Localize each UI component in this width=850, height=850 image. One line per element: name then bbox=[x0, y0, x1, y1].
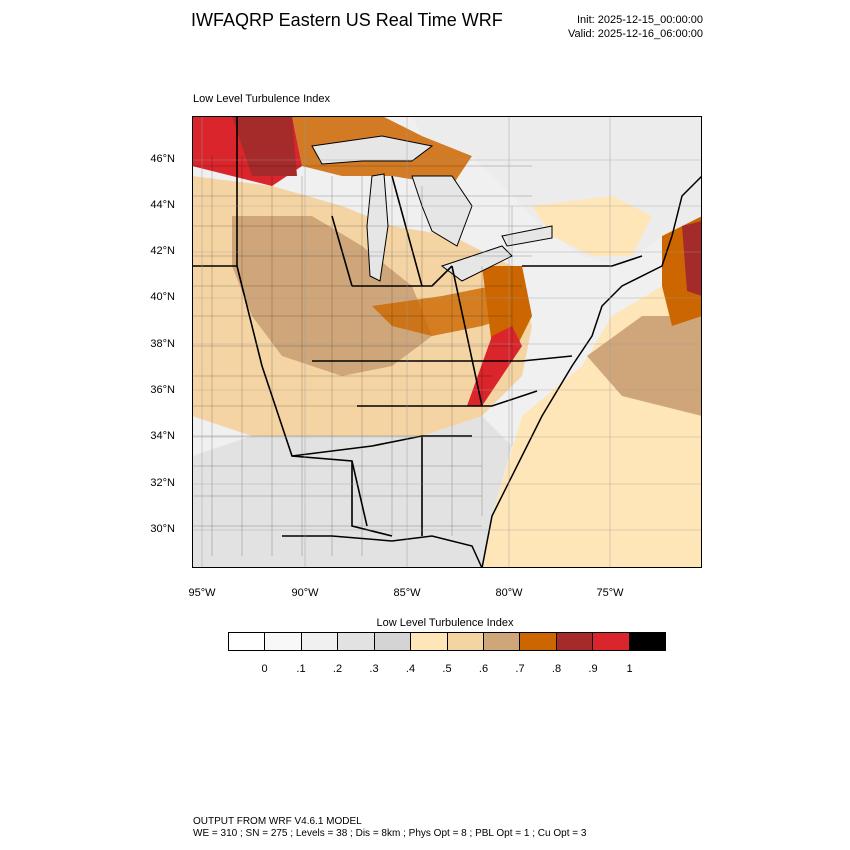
colorbar-swatch bbox=[301, 633, 339, 650]
graticule bbox=[192, 116, 702, 568]
colorbar-swatch bbox=[593, 633, 630, 650]
colorbar-swatch bbox=[483, 633, 521, 650]
footer-model-line: OUTPUT FROM WRF V4.6.1 MODEL bbox=[193, 816, 362, 827]
colorbar-tick-label: .8 bbox=[551, 663, 562, 675]
lon-label-75: 75°W bbox=[596, 587, 624, 599]
colorbar-swatch bbox=[520, 633, 557, 650]
colorbar-tick-label: .1 bbox=[296, 663, 306, 675]
colorbar bbox=[228, 632, 666, 651]
model-footer: OUTPUT FROM WRF V4.6.1 MODEL WE = 310 ; … bbox=[193, 816, 586, 840]
colorbar-tick-label: 1 bbox=[626, 663, 633, 675]
colorbar-tick-label: .5 bbox=[442, 663, 452, 675]
colorbar-swatch bbox=[338, 633, 375, 650]
plot-label: Low Level Turbulence Index bbox=[193, 93, 330, 105]
colorbar-tick-label: .9 bbox=[588, 663, 598, 675]
lon-label-80: 80°W bbox=[495, 587, 523, 599]
map-border bbox=[192, 116, 702, 568]
lat-label-34: 34°N bbox=[150, 430, 175, 442]
colorbar-swatch bbox=[265, 633, 302, 650]
colorbar-swatch bbox=[447, 633, 484, 650]
valid-time: Valid: 2025-12-16_06:00:00 bbox=[568, 28, 703, 40]
field-newengland-cream bbox=[532, 196, 652, 256]
lat-label-42: 42°N bbox=[150, 245, 175, 257]
chart-title: IWFAQRP Eastern US Real Time WRF bbox=[191, 10, 503, 30]
atlantic-coastline bbox=[481, 175, 702, 568]
colorbar-tick-label: 0 bbox=[261, 663, 268, 675]
colorbar-tick-label: .3 bbox=[369, 663, 379, 675]
colorbar-tick-label: .2 bbox=[332, 663, 343, 675]
field-ocean-tan bbox=[587, 316, 702, 416]
turbulence-map bbox=[192, 116, 702, 568]
colorbar-swatch bbox=[374, 633, 412, 650]
lon-label-85: 85°W bbox=[393, 587, 421, 599]
lat-label-46: 46°N bbox=[150, 153, 175, 165]
lat-label-32: 32°N bbox=[150, 477, 175, 489]
footer-config-line: WE = 310 ; SN = 275 ; Levels = 38 ; Dis … bbox=[193, 828, 587, 839]
lat-label-38: 38°N bbox=[150, 338, 175, 350]
lake-superior bbox=[311, 135, 434, 165]
lon-label-95: 95°W bbox=[188, 587, 216, 599]
colorbar-title: Low Level Turbulence Index bbox=[376, 617, 514, 629]
colorbar-tick-label: .4 bbox=[405, 663, 416, 675]
field-northwest-darkred bbox=[232, 116, 297, 176]
lon-label-90: 90°W bbox=[291, 587, 319, 599]
colorbar-tick-label: .6 bbox=[478, 663, 489, 675]
lat-label-40: 40°N bbox=[150, 291, 175, 303]
lat-label-36: 36°N bbox=[150, 384, 175, 396]
init-time: Init: 2025-12-15_00:00:00 bbox=[577, 14, 703, 26]
county-lines bbox=[192, 156, 542, 556]
colorbar-swatch bbox=[629, 633, 666, 650]
colorbar-swatch bbox=[556, 633, 594, 650]
state-boundaries bbox=[192, 116, 643, 537]
field-ocean-darkred bbox=[682, 221, 702, 296]
lat-label-30: 30°N bbox=[150, 523, 175, 535]
timestamp-block: Init: 2025-12-15_00:00:00 Valid: 2025-12… bbox=[500, 13, 703, 41]
colorbar-tick-label: .7 bbox=[515, 663, 525, 675]
colorbar-swatch bbox=[411, 633, 448, 650]
lat-label-44: 44°N bbox=[150, 199, 175, 211]
colorbar-swatch bbox=[229, 633, 266, 650]
gulf-coastline bbox=[282, 535, 483, 568]
field-appalachian-orange bbox=[482, 266, 532, 356]
lake-ontario bbox=[501, 225, 553, 247]
